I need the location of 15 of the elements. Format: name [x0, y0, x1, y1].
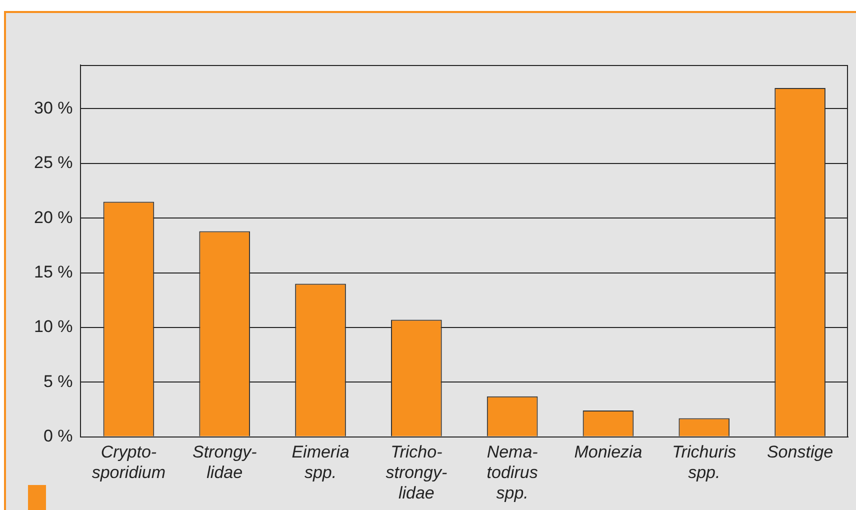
x-tick-label: Trichuris spp. — [672, 442, 737, 482]
y-tick-label: 0 % — [43, 426, 73, 446]
x-tick-label: Tricho- strongy- lidae — [386, 442, 448, 503]
y-tick-label: 10 % — [34, 317, 73, 336]
y-tick-label: 25 % — [34, 153, 73, 172]
y-tick-label: 20 % — [34, 208, 73, 227]
y-tick-label: 15 % — [34, 262, 73, 282]
y-tick-label: 30 % — [34, 98, 73, 118]
y-tick-label: 5 % — [43, 372, 73, 391]
x-tick-label: Moniezia — [574, 442, 642, 462]
x-tick-label: Crypto- sporidium — [92, 442, 166, 482]
x-tick-label: Sonstige — [766, 442, 834, 462]
x-tick-label: Eimeria spp. — [292, 442, 350, 482]
x-tick-label: Strongy- lidae — [192, 442, 258, 482]
x-tick-label: Nema- todirus spp. — [486, 442, 538, 503]
